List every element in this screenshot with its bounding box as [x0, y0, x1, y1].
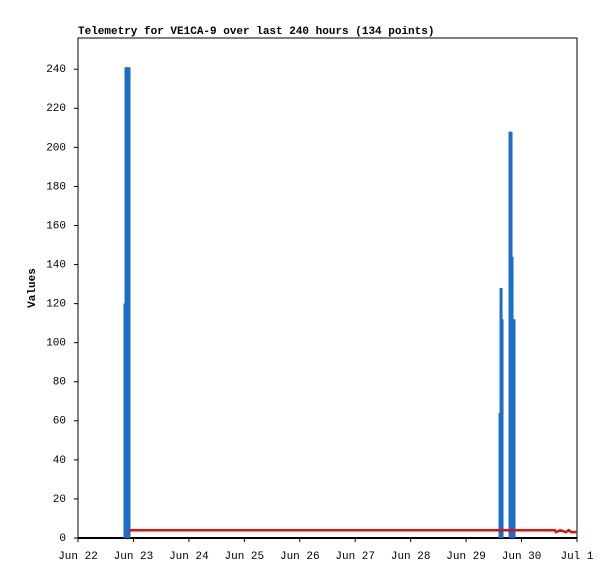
x-tick-label: Jun 29 [446, 551, 486, 563]
y-tick-label: 180 [46, 181, 66, 193]
bar [500, 319, 504, 538]
y-tick-label: 60 [53, 416, 66, 428]
line [129, 528, 577, 534]
bar [512, 319, 516, 538]
y-tick-label: 200 [46, 142, 66, 154]
y-tick-label: 0 [59, 533, 66, 545]
y-tick-label: 100 [46, 338, 66, 350]
y-tick-label: 120 [46, 299, 66, 311]
x-tick-label: Jun 24 [169, 551, 209, 563]
x-tick-label: Jun 30 [502, 551, 542, 563]
y-tick-label: 240 [46, 64, 66, 76]
y-tick-label: 40 [53, 455, 66, 467]
x-tick-label: Jun 22 [58, 551, 98, 563]
x-tick-label: Jun 23 [114, 551, 154, 563]
x-tick-label: Jun 25 [225, 551, 265, 563]
x-tick-label: Jul 1 [560, 551, 593, 563]
y-tick-label: 220 [46, 103, 66, 115]
x-tick-label: Jun 27 [335, 551, 375, 563]
y-axis-label: Values [27, 268, 39, 308]
bar [127, 67, 131, 538]
x-tick-label: Jun 26 [280, 551, 320, 563]
chart-title: Telemetry for VE1CA-9 over last 240 hour… [78, 26, 434, 38]
y-tick-label: 20 [53, 494, 66, 506]
x-tick-label: Jun 28 [391, 551, 431, 563]
y-tick-label: 160 [46, 220, 66, 232]
y-tick-label: 140 [46, 259, 66, 271]
y-tick-label: 80 [53, 377, 66, 389]
